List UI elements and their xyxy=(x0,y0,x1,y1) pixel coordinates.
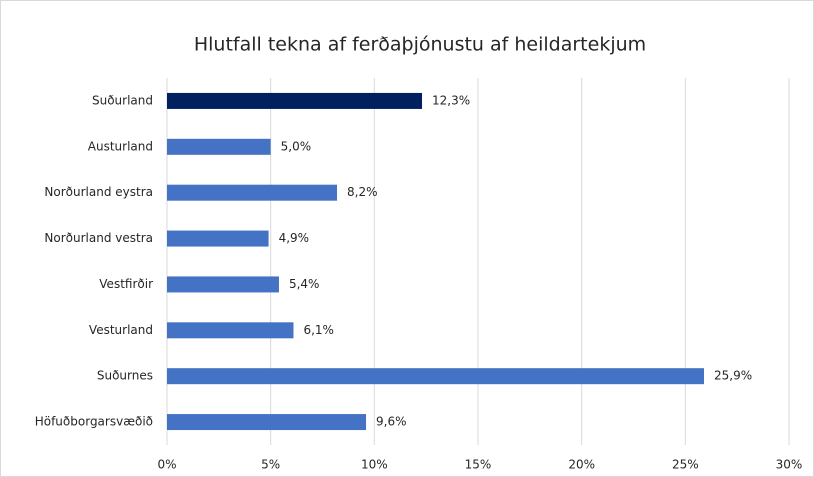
bar xyxy=(167,276,279,293)
y-tick-label: Vesturland xyxy=(89,323,153,337)
value-label: 6,1% xyxy=(303,323,334,337)
bar xyxy=(167,184,338,201)
bar xyxy=(167,230,269,247)
value-label: 8,2% xyxy=(347,185,378,199)
bar xyxy=(167,368,704,385)
value-label: 5,4% xyxy=(289,277,320,291)
y-tick-label: Suðurnes xyxy=(97,369,153,383)
x-tick-label: 25% xyxy=(672,458,699,472)
value-label: 4,9% xyxy=(279,231,310,245)
bar xyxy=(167,92,423,109)
value-label: 9,6% xyxy=(376,415,407,429)
chart-title: Hlutfall tekna af ferðaþjónustu af heild… xyxy=(194,34,646,56)
value-label: 5,0% xyxy=(281,139,312,153)
y-tick-label: Norðurland vestra xyxy=(44,231,153,245)
y-tick-label: Austurland xyxy=(88,139,153,153)
x-tick-label: 10% xyxy=(361,458,388,472)
y-tick-label: Norðurland eystra xyxy=(44,185,153,199)
x-tick-label: 30% xyxy=(776,458,803,472)
bar xyxy=(167,322,294,339)
y-tick-label: Höfuðborgarsvæðið xyxy=(35,415,153,429)
y-tick-label: Suðurland xyxy=(92,93,153,107)
x-tick-label: 5% xyxy=(261,458,280,472)
bar xyxy=(167,414,367,431)
value-label: 25,9% xyxy=(714,369,752,383)
value-label: 12,3% xyxy=(432,93,470,107)
x-tick-label: 15% xyxy=(465,458,492,472)
y-tick-label: Vestfirðir xyxy=(99,277,153,291)
x-tick-label: 0% xyxy=(157,458,176,472)
bar xyxy=(167,138,271,155)
x-tick-label: 20% xyxy=(568,458,595,472)
